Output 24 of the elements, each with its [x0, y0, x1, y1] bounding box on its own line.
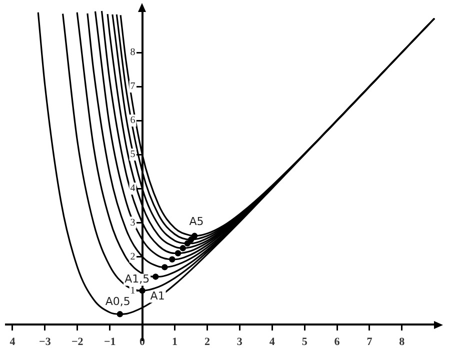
- y-tick-label: 7: [130, 81, 136, 92]
- annotation: A1: [150, 290, 165, 303]
- x-tick-label: 5: [302, 336, 308, 348]
- y-tick-label: 4: [130, 183, 136, 194]
- x-tick-label: 8: [399, 336, 406, 348]
- x-tick-label: 3: [236, 336, 243, 348]
- y-tick-label: 3: [130, 217, 136, 228]
- y-tick-label: 1: [130, 285, 136, 296]
- x-tick-label: 6: [334, 336, 340, 348]
- annotation: A0,5: [105, 295, 130, 308]
- y-tick-label: 5: [130, 149, 136, 160]
- annotation: A5: [189, 214, 204, 228]
- annotation: A1,5: [124, 272, 150, 286]
- y-tick-label: 6: [130, 115, 136, 126]
- x-tick-label: −1: [104, 336, 116, 348]
- x-tick-label: −2: [72, 336, 84, 348]
- y-tick-label: 8: [130, 47, 136, 58]
- x-tick-label: 1: [172, 336, 178, 348]
- x-tick-label: 4: [269, 336, 276, 348]
- x-tick-label: 7: [366, 336, 373, 348]
- x-tick-label: −3: [39, 336, 52, 348]
- x-tick-label: 4: [10, 336, 16, 348]
- x-tick-label: 2: [204, 336, 210, 348]
- y-tick-label: 2: [130, 251, 136, 262]
